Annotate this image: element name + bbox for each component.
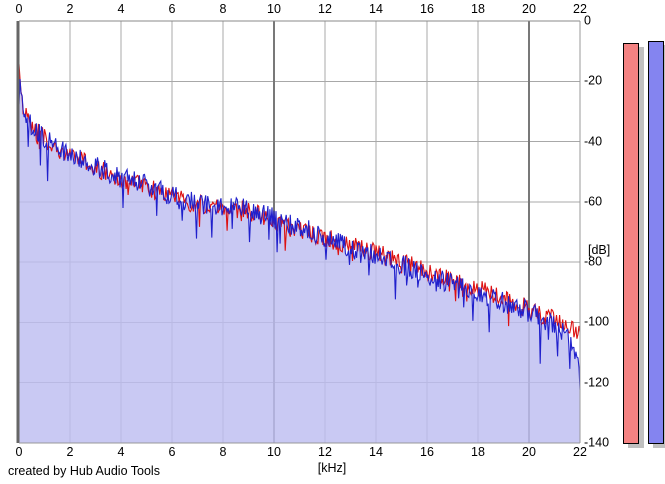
y-tick-label: -140 (584, 435, 610, 450)
y-tick-label: -100 (584, 314, 610, 329)
x-tick-label-top: 22 (573, 2, 587, 16)
x-tick-label-top: 10 (267, 2, 281, 16)
x-tick-label-top: 0 (15, 2, 23, 16)
x-tick-label-top: 12 (318, 2, 332, 16)
level-meters (623, 40, 665, 449)
level-meter-bar-red (623, 43, 639, 445)
x-tick-label-bottom: 6 (168, 445, 176, 459)
x-tick-label-top: 2 (66, 2, 74, 16)
y-tick-label: -40 (584, 134, 603, 149)
x-tick-label-top: 16 (420, 2, 434, 16)
y-tick-label: 0 (584, 13, 591, 28)
x-tick-label-top: 20 (522, 2, 536, 16)
x-tick-label-top: 6 (168, 2, 176, 16)
y-tick-label: -80 (584, 254, 603, 269)
y-tick-label: -120 (584, 375, 610, 390)
y-axis-unit-label: [dB] (588, 243, 611, 257)
plot-borders (16, 20, 581, 444)
x-tick-label-bottom: 0 (15, 445, 23, 459)
x-tick-label-bottom: 16 (420, 445, 434, 459)
x-tick-label-bottom: 18 (471, 445, 485, 459)
x-tick-label-top: 14 (369, 2, 383, 16)
x-tick-label-bottom: 8 (219, 445, 227, 459)
y-tick-label: -20 (584, 73, 603, 88)
level-meter-bar-blue (648, 40, 664, 444)
x-tick-label-bottom: 14 (369, 445, 383, 459)
y-tick-label: -60 (584, 194, 603, 209)
x-tick-label-bottom: 20 (522, 445, 536, 459)
x-axis-unit-label: [kHz] (317, 461, 347, 475)
x-tick-label-top: 4 (117, 2, 125, 16)
x-tick-label-top: 8 (219, 2, 227, 16)
spectrum-trace-blue (18, 79, 581, 390)
x-tick-label-bottom: 2 (66, 445, 74, 459)
x-tick-label-bottom: 12 (318, 445, 332, 459)
x-tick-label-bottom: 22 (573, 445, 587, 459)
x-tick-label-bottom: 10 (267, 445, 281, 459)
x-tick-label-top: 18 (471, 2, 485, 16)
spectrum-fill-area (19, 79, 580, 443)
x-tick-label-bottom: 4 (117, 445, 125, 459)
credit-text: created by Hub Audio Tools (8, 464, 160, 478)
